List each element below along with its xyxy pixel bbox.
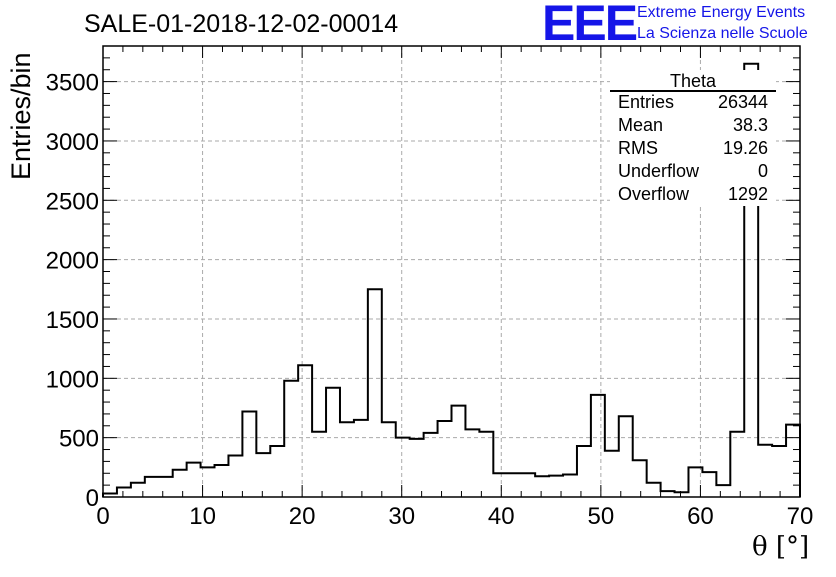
x-tick-label: 50 [588, 503, 615, 530]
histogram-bin [256, 453, 270, 497]
histogram-bin [493, 473, 507, 497]
stats-value: 19.26 [722, 138, 768, 158]
stats-key: RMS [618, 138, 658, 158]
histogram-bin [410, 439, 424, 497]
stats-title: Theta [669, 71, 717, 91]
histogram-bin [619, 416, 633, 497]
logo-line-2: La Scienza nelle Scuole [637, 25, 808, 42]
x-tick-label: 40 [488, 503, 515, 530]
stats-key: Entries [618, 92, 675, 112]
histogram-bin [354, 420, 368, 497]
histogram-bin [605, 451, 619, 497]
histogram-bin [242, 412, 256, 497]
y-tick-label: 3000 [46, 129, 99, 156]
histogram-bin [215, 465, 229, 497]
stats-row-entries: Entries 26344 [618, 92, 768, 114]
histogram-bin [577, 446, 591, 497]
histogram-bin [424, 433, 438, 497]
y-tick-label: 2500 [46, 188, 99, 215]
histogram-bin [521, 473, 535, 497]
x-tick-label: 30 [388, 503, 415, 530]
x-tick-label: 0 [96, 503, 109, 530]
logo-line-1: Extreme Energy Events [637, 4, 806, 21]
histogram-bin [117, 488, 131, 497]
histogram-bin [772, 446, 786, 497]
x-axis-label: θ [°] [752, 532, 810, 562]
y-tick-label: 0 [86, 485, 99, 512]
histogram-bin [465, 429, 479, 497]
histogram-bin [452, 406, 466, 497]
histogram-bin [438, 421, 452, 497]
histogram-bin [535, 476, 549, 497]
histogram-bin [507, 473, 521, 497]
stats-value: 1292 [727, 184, 768, 204]
histogram-bin [159, 477, 173, 497]
stats-value: 0 [757, 161, 768, 181]
y-tick-label: 1000 [46, 366, 99, 393]
eee-logo: EEE [542, 0, 638, 51]
histogram-bin [284, 381, 298, 497]
histogram-bin [716, 485, 730, 497]
histogram-bin [758, 445, 772, 497]
stats-separator [610, 90, 776, 92]
histogram-bin [298, 365, 312, 497]
histogram-bin [270, 446, 284, 497]
y-tick-label: 2000 [46, 248, 99, 275]
run-title: SALE-01-2018-12-02-00014 [84, 10, 399, 38]
histogram-bin [786, 425, 800, 497]
x-tick-label: 60 [687, 503, 714, 530]
histogram-bin [326, 388, 340, 497]
histogram-bin [228, 455, 242, 497]
stats-row-underflow: Underflow 0 [618, 161, 768, 183]
stats-value: 26344 [717, 92, 768, 112]
histogram-bin [312, 432, 326, 497]
histogram-bin [340, 422, 354, 497]
histogram-bin [591, 395, 605, 497]
histogram-bin [173, 470, 187, 497]
x-tick-label: 20 [289, 503, 316, 530]
y-tick-label: 1500 [46, 307, 99, 334]
stats-key: Mean [618, 115, 664, 135]
x-tick-label: 70 [787, 503, 814, 530]
histogram-bin [396, 438, 410, 497]
histogram-bin [563, 474, 577, 497]
stats-row-rms: RMS 19.26 [618, 138, 768, 160]
histogram-bin [647, 483, 661, 497]
y-tick-label: 500 [59, 426, 99, 453]
histogram-bin [368, 289, 382, 497]
stats-row-mean: Mean 38.3 [618, 115, 768, 137]
histogram-bin [382, 422, 396, 497]
stats-box: Theta Entries 26344 Mean 38.3 RMS 19.26 … [610, 70, 776, 206]
histogram-bin [187, 463, 201, 497]
histogram-bin [479, 432, 493, 497]
stats-value: 38.3 [732, 115, 768, 135]
histogram-bin [145, 477, 159, 497]
histogram-bin [730, 432, 744, 497]
histogram-outline [102, 62, 801, 497]
x-tick-label: 10 [189, 503, 216, 530]
stats-row-overflow: Overflow 1292 [618, 184, 768, 206]
stats-key: Overflow [618, 184, 690, 204]
histogram-bin [633, 460, 647, 497]
stats-key: Underflow [618, 161, 700, 181]
y-axis-label: Entries/bin [6, 52, 36, 180]
histogram-bin [702, 472, 716, 497]
y-tick-label: 3500 [46, 70, 99, 97]
